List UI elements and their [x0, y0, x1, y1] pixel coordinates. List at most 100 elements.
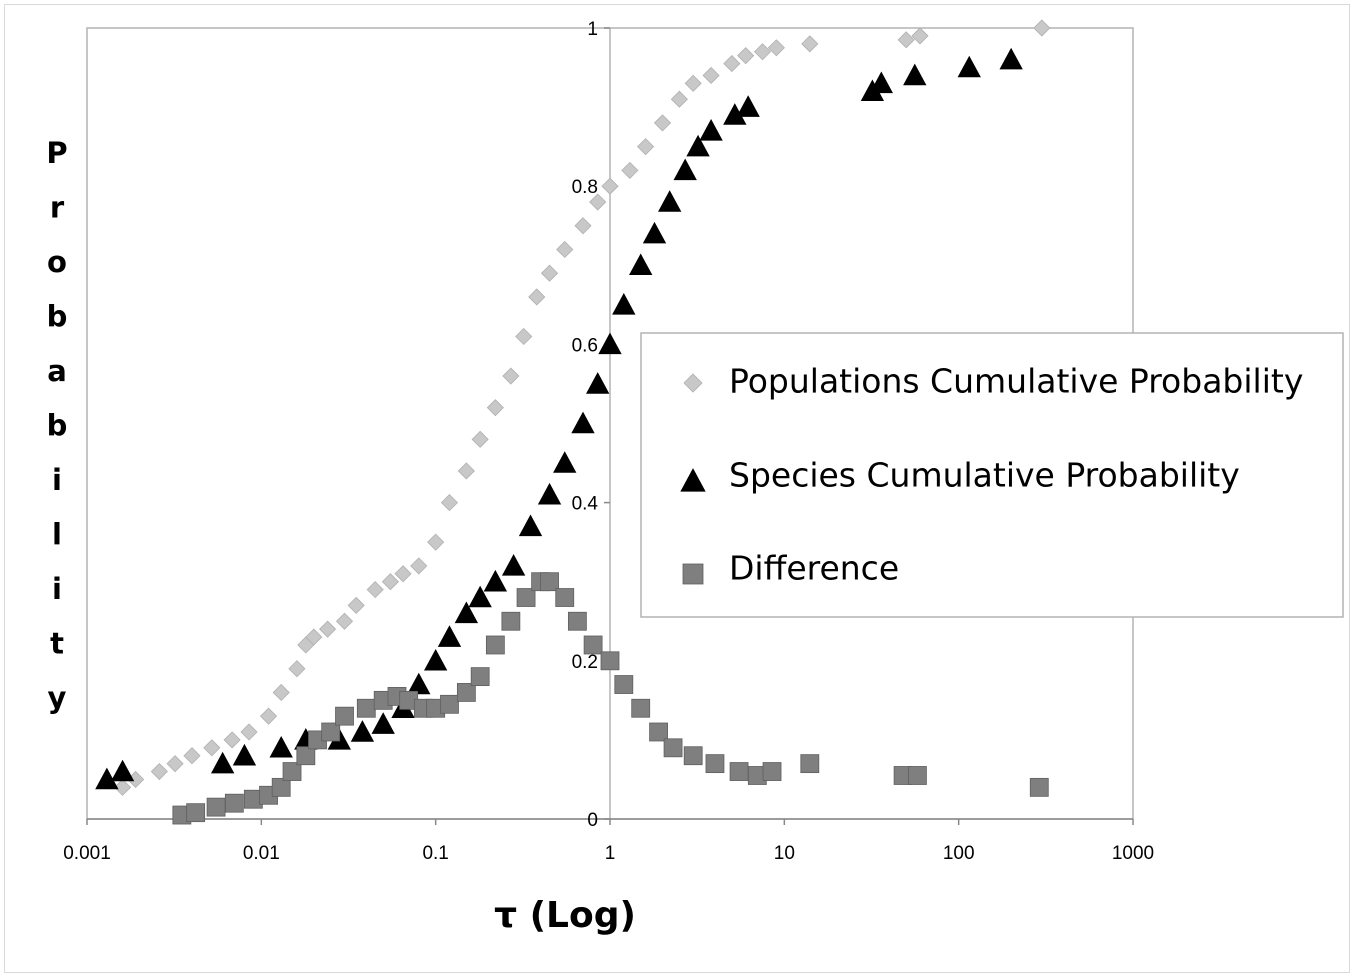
data-point — [537, 482, 562, 505]
data-point — [407, 672, 431, 695]
data-point — [224, 793, 244, 813]
data-point — [673, 158, 697, 181]
legend: Populations Cumulative Probability Specie… — [640, 332, 1344, 618]
data-point — [556, 240, 574, 259]
series-layer — [95, 19, 1051, 825]
data-point — [705, 754, 725, 774]
data-point — [614, 675, 634, 694]
data-point — [555, 588, 575, 607]
data-point — [736, 95, 760, 117]
data-point — [663, 738, 683, 758]
data-point — [288, 660, 306, 678]
data-point — [470, 667, 490, 687]
data-point — [271, 777, 291, 797]
data-point — [612, 293, 636, 315]
data-point — [501, 611, 521, 631]
y-axis-title-letter: b — [47, 409, 68, 443]
data-point — [653, 114, 672, 132]
y-tick-label: 0.4 — [572, 494, 599, 515]
data-point — [502, 367, 520, 385]
data-point — [1033, 19, 1051, 37]
data-point — [869, 71, 893, 94]
data-point — [598, 332, 622, 355]
data-point — [269, 735, 293, 758]
x-tick-label: 100 — [943, 843, 975, 864]
y-tick-label: 0 — [587, 810, 598, 831]
data-point — [321, 722, 341, 742]
y-axis-title: Probability — [46, 136, 67, 715]
y-tick-label: 0.6 — [572, 335, 598, 356]
data-point — [150, 762, 168, 781]
data-point — [658, 190, 682, 212]
data-point — [642, 221, 667, 244]
data-point — [240, 723, 258, 741]
data-point — [801, 35, 819, 53]
legend-label: Populations Cumulative Probability — [729, 362, 1303, 401]
data-point — [699, 118, 723, 141]
data-point — [911, 27, 929, 45]
data-point — [166, 755, 184, 773]
legend-marker — [680, 468, 706, 492]
data-point — [501, 554, 526, 576]
data-point — [999, 47, 1023, 70]
data-point — [629, 253, 653, 276]
chart-svg: Probability 0.001 0.01 0.1 1 10 100 1000 00.20… — [46, 19, 1344, 936]
data-point — [686, 134, 710, 157]
x-axis-title: τ (Log) — [494, 895, 636, 936]
data-point — [366, 581, 384, 599]
data-point — [670, 90, 688, 108]
y-axis-title-letter: l — [52, 518, 62, 552]
data-point — [296, 746, 316, 766]
data-point — [897, 31, 915, 49]
data-point — [223, 731, 241, 749]
data-point — [483, 569, 508, 592]
data-point — [319, 620, 337, 638]
series-2 — [172, 572, 1049, 825]
data-point — [762, 762, 782, 781]
data-point — [518, 514, 543, 537]
data-point — [272, 683, 290, 702]
data-point — [600, 651, 620, 671]
data-point — [903, 63, 927, 86]
data-point — [440, 494, 459, 512]
x-tick-label: 1 — [605, 843, 616, 864]
data-point — [574, 217, 592, 235]
data-point — [350, 720, 375, 742]
y-axis-title-letter: P — [46, 136, 67, 170]
series-0 — [114, 19, 1051, 796]
legend-label: Difference — [729, 549, 899, 588]
data-point — [335, 706, 354, 726]
data-point — [702, 66, 720, 85]
data-point — [540, 572, 559, 592]
data-point — [437, 625, 462, 647]
data-point — [394, 565, 412, 583]
data-point — [683, 746, 703, 766]
data-point — [601, 177, 619, 195]
data-point — [427, 533, 445, 551]
y-axis-title-letter: i — [52, 572, 62, 606]
y-axis-title-letter: i — [52, 463, 62, 497]
data-point — [540, 264, 559, 282]
y-axis-title-letter: b — [47, 300, 68, 334]
x-tick-label: 10 — [774, 843, 795, 864]
data-point — [259, 707, 278, 725]
data-point — [110, 759, 135, 782]
x-axis-ticks: 0.001 0.01 0.1 1 10 100 1000 — [63, 819, 1154, 864]
y-axis-title-letter: o — [47, 245, 67, 279]
data-point — [371, 712, 395, 734]
data-point — [553, 451, 577, 473]
legend-marker — [682, 563, 704, 585]
data-point — [729, 762, 749, 781]
data-point — [684, 74, 702, 92]
data-point — [183, 747, 201, 765]
data-point — [485, 635, 505, 655]
x-tick-label: 0.01 — [243, 843, 280, 864]
data-point — [206, 797, 226, 817]
data-point — [567, 611, 587, 631]
data-point — [456, 683, 476, 702]
x-tick-label: 0.1 — [422, 843, 448, 864]
x-tick-label: 0.001 — [63, 843, 111, 864]
data-point — [753, 43, 772, 61]
data-point — [631, 698, 651, 718]
data-point — [649, 722, 668, 742]
